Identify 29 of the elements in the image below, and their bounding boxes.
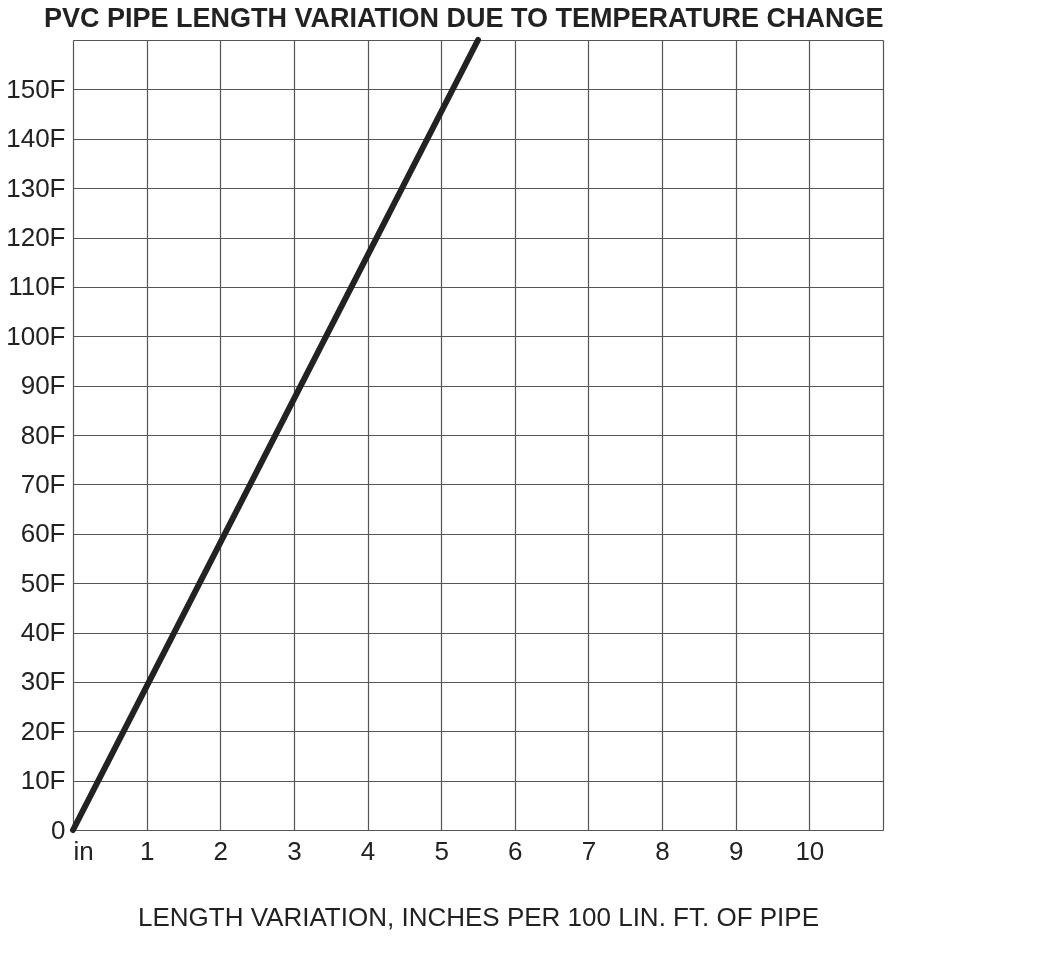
- y-tick-label: 110F: [8, 271, 66, 302]
- x-tick-label: 4: [360, 835, 376, 866]
- x-tick-label: 5: [434, 835, 449, 866]
- y-tick-label: 80F: [20, 419, 66, 450]
- y-tick-label: 150F: [6, 73, 66, 104]
- y-tick-label: 100F: [6, 320, 66, 351]
- y-tick-label: 90F: [20, 370, 66, 401]
- chart-title: PVC PIPE LENGTH VARIATION DUE TO TEMPERATURE CHANGE: [43, 3, 884, 33]
- x-tick-label: 3: [287, 835, 302, 866]
- x-tick-label: 1: [139, 835, 155, 866]
- y-tick-label: 0: [51, 814, 66, 845]
- y-tick-label: 40F: [20, 617, 66, 647]
- y-tick-label: 50F: [20, 567, 66, 598]
- x-tick-label: 6: [508, 835, 523, 866]
- x-tick-label: 9: [728, 835, 744, 866]
- y-tick-label: 120F: [6, 222, 66, 252]
- x-axis-title: LENGTH VARIATION, INCHES PER 100 LIN. FT. OF PIPE: [138, 901, 819, 932]
- x-tick-label: 10: [795, 835, 825, 866]
- x-tick-label: 7: [581, 835, 597, 866]
- y-tick-label: 130F: [6, 172, 66, 203]
- y-tick-label: 70F: [20, 468, 66, 499]
- y-tick-label: 30F: [20, 666, 66, 697]
- x-tick-label: in: [73, 835, 94, 866]
- y-tick-label: 60F: [20, 518, 66, 549]
- x-tick-label: 8: [655, 835, 670, 866]
- y-tick-label: 20F: [20, 715, 66, 746]
- y-tick-label: 10F: [20, 765, 66, 796]
- x-tick-label: 2: [213, 835, 229, 866]
- y-tick-label: 140F: [6, 123, 66, 154]
